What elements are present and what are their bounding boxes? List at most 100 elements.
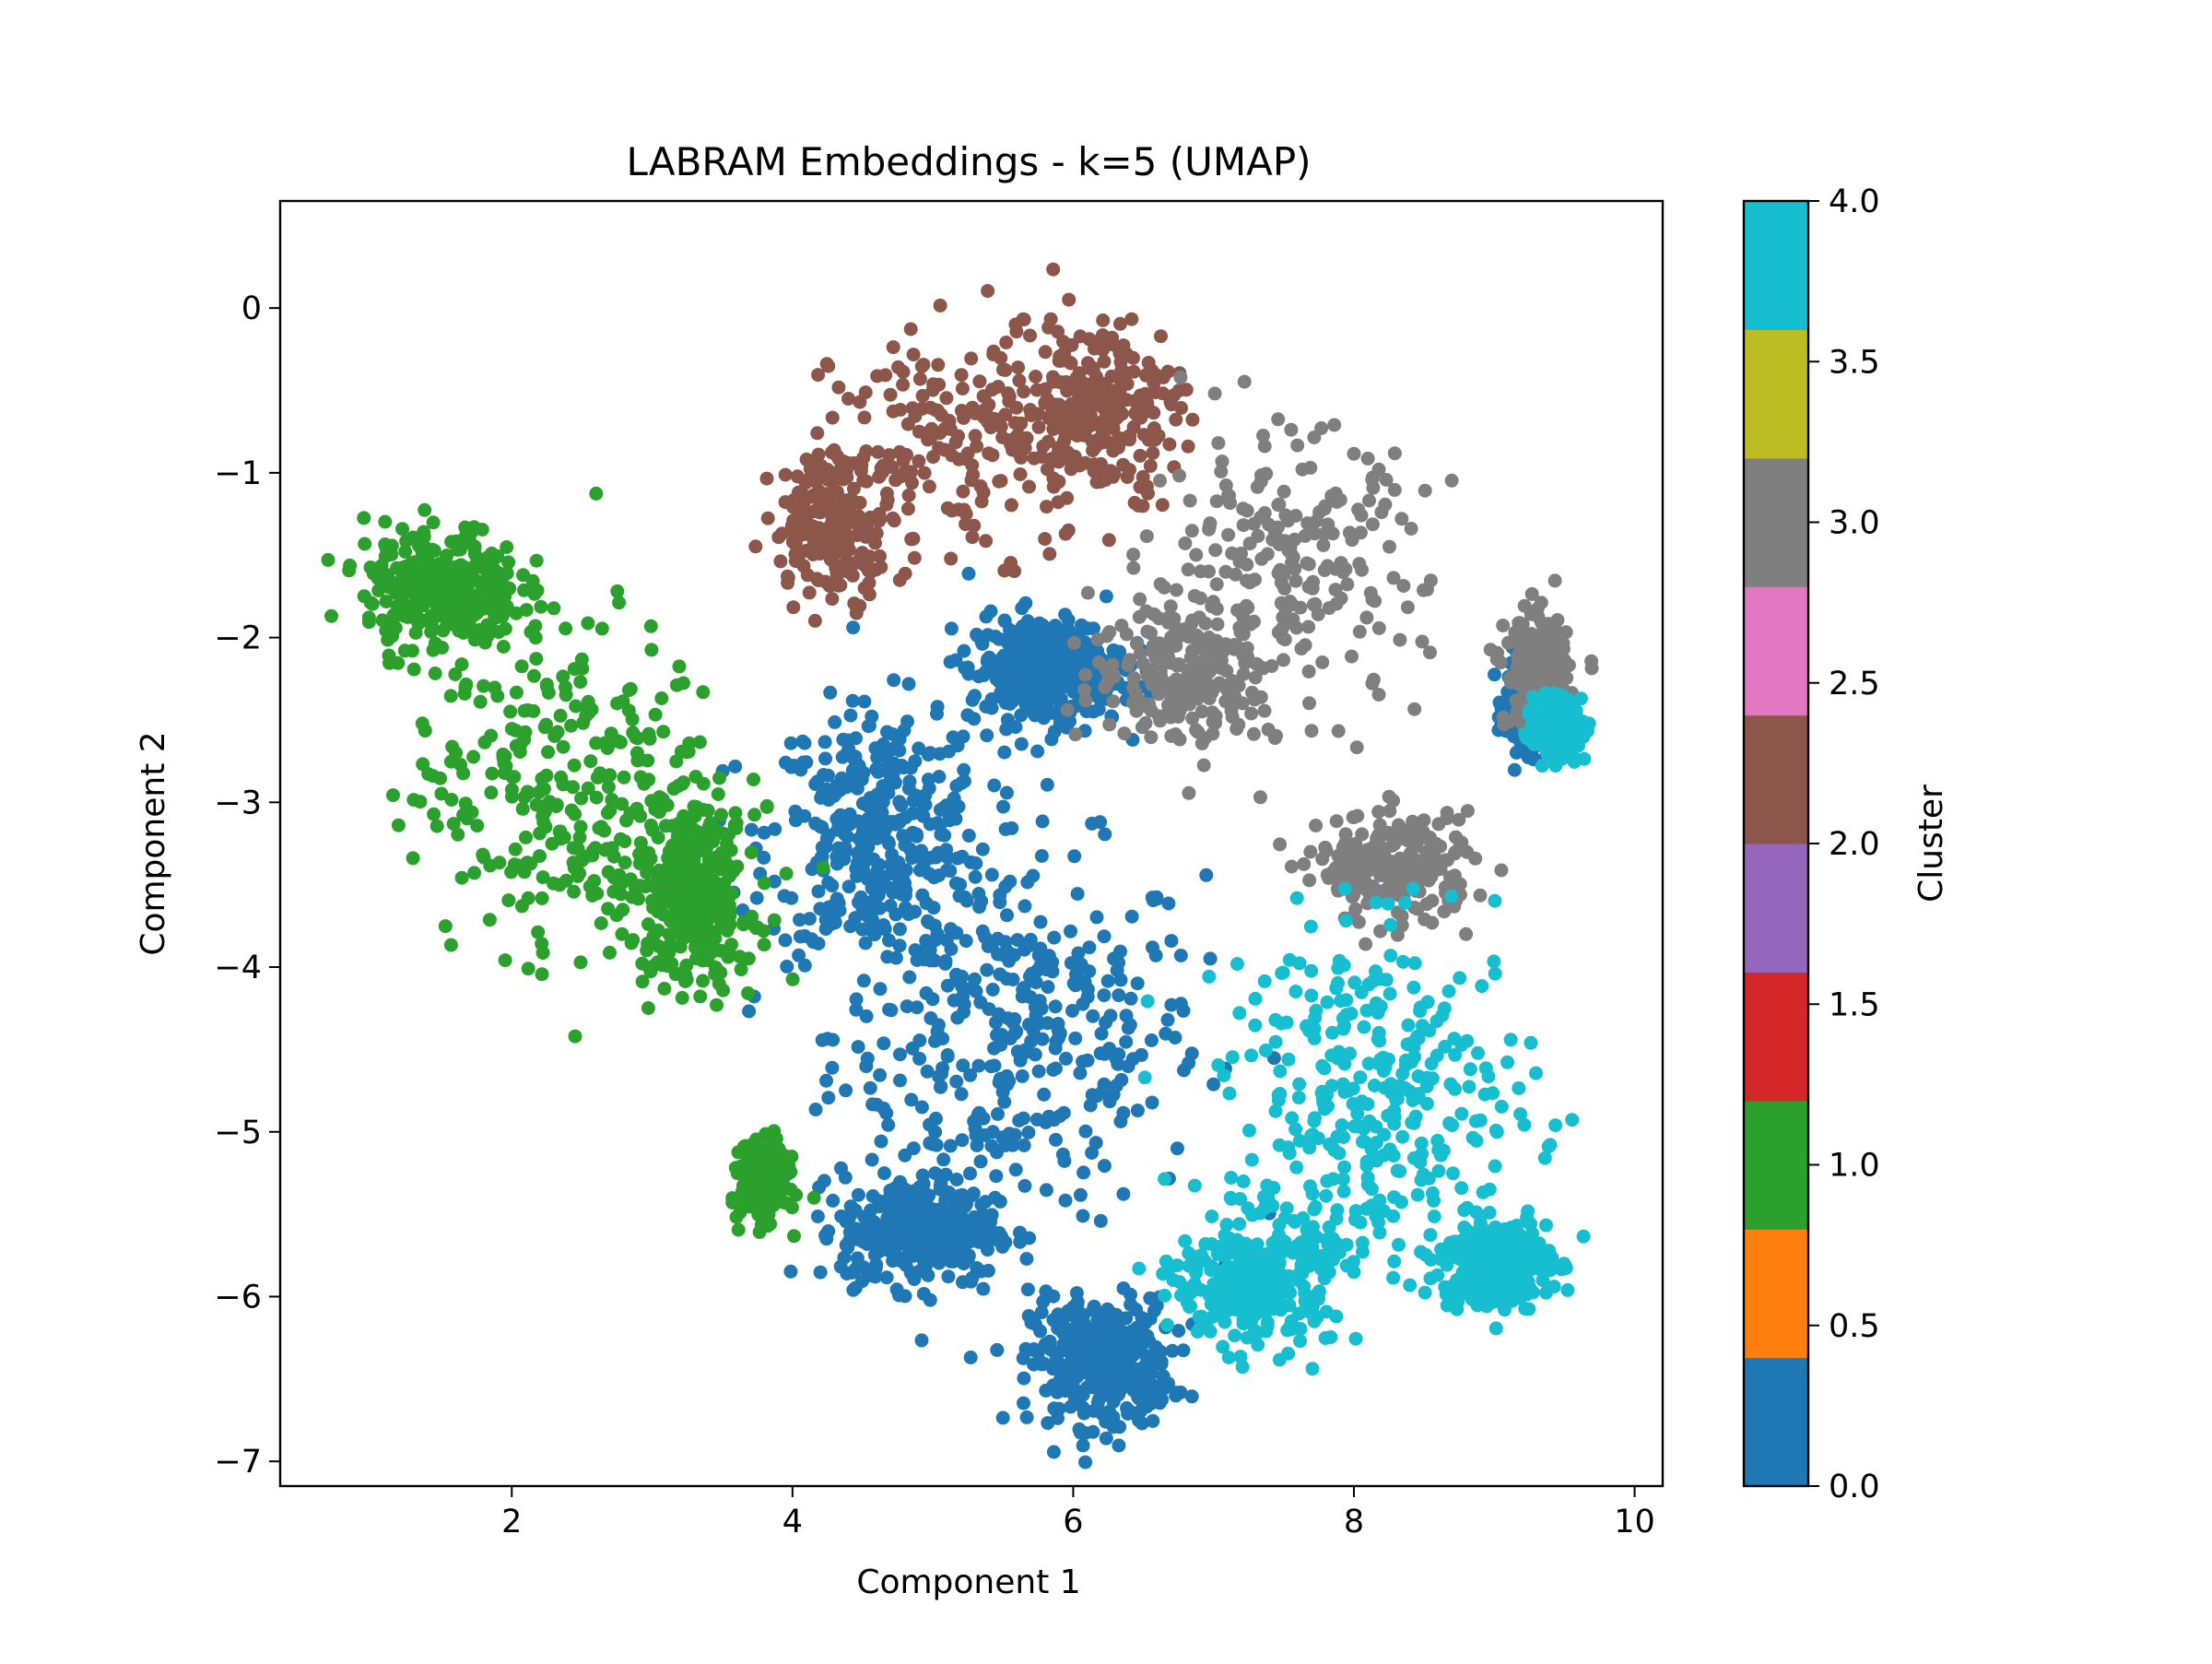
data-point <box>572 830 587 844</box>
data-point <box>1116 1186 1131 1201</box>
data-point <box>833 578 848 593</box>
data-point <box>614 887 629 902</box>
data-point <box>901 677 916 691</box>
data-point <box>832 564 847 579</box>
data-point <box>1046 262 1061 277</box>
data-point <box>600 741 615 755</box>
data-point <box>922 479 936 494</box>
data-point <box>1360 451 1375 466</box>
data-point <box>1440 811 1454 826</box>
data-point <box>914 359 929 373</box>
data-point <box>1002 1074 1017 1089</box>
data-point <box>850 868 865 883</box>
data-point <box>971 1234 986 1249</box>
data-point <box>1400 600 1415 615</box>
data-point <box>1271 412 1286 427</box>
data-point <box>901 488 916 502</box>
data-point <box>1041 1016 1054 1031</box>
data-point <box>437 596 452 611</box>
data-point <box>1062 292 1077 307</box>
data-point <box>519 603 534 618</box>
data-point <box>817 1174 831 1188</box>
data-point <box>456 766 471 781</box>
data-point <box>928 1033 942 1048</box>
data-point <box>1199 661 1214 676</box>
data-point <box>566 856 581 870</box>
data-point <box>1064 1399 1078 1414</box>
data-point <box>1066 635 1081 650</box>
data-point <box>498 953 512 968</box>
data-point <box>954 368 969 383</box>
data-point <box>1097 988 1112 1003</box>
data-point <box>1016 619 1030 633</box>
data-point <box>629 746 644 761</box>
data-point <box>482 913 497 927</box>
data-point <box>600 806 615 820</box>
data-point <box>1072 1422 1087 1436</box>
data-point <box>797 958 812 973</box>
data-point <box>990 670 1005 685</box>
data-point <box>441 617 456 631</box>
data-point <box>604 726 618 741</box>
data-point <box>844 778 859 793</box>
data-point <box>1108 413 1122 427</box>
data-point <box>932 868 946 883</box>
data-point <box>949 1074 964 1089</box>
data-point <box>981 284 995 299</box>
data-point <box>1195 640 1210 655</box>
data-point <box>1058 430 1073 444</box>
data-point <box>628 879 642 894</box>
data-point <box>1000 713 1015 727</box>
data-point <box>378 514 393 529</box>
data-point <box>590 886 605 901</box>
data-point <box>457 590 471 604</box>
data-point <box>1351 502 1366 517</box>
data-point <box>1126 364 1141 379</box>
data-point <box>840 830 854 844</box>
data-point <box>935 1066 949 1080</box>
data-point <box>1111 1316 1125 1330</box>
data-point <box>622 683 636 698</box>
data-point <box>1039 642 1053 656</box>
data-point <box>1164 997 1179 1012</box>
data-point <box>1103 468 1118 483</box>
data-point <box>918 1228 933 1243</box>
data-point <box>1247 572 1262 587</box>
data-point <box>917 466 932 480</box>
data-point <box>900 714 914 729</box>
data-point <box>985 383 999 397</box>
data-point <box>1507 762 1522 777</box>
data-point <box>1041 980 1055 995</box>
data-point <box>748 539 763 554</box>
data-point <box>1024 1316 1039 1330</box>
data-point <box>1012 1114 1027 1127</box>
data-point <box>868 741 883 756</box>
data-point <box>989 1169 1004 1184</box>
data-point <box>1068 727 1083 742</box>
data-point <box>1163 695 1178 710</box>
data-point <box>845 568 860 583</box>
data-point <box>880 725 894 739</box>
data-point <box>931 358 946 372</box>
data-point <box>1297 856 1312 871</box>
data-point <box>871 888 886 903</box>
data-point <box>1055 1147 1070 1162</box>
data-point <box>936 1152 951 1167</box>
data-point <box>858 385 873 400</box>
data-point <box>675 990 689 1005</box>
data-point <box>678 974 692 988</box>
data-point <box>971 1105 986 1120</box>
data-point <box>905 1215 920 1230</box>
data-point <box>382 655 396 670</box>
data-point <box>661 851 676 866</box>
data-point <box>1371 688 1386 702</box>
data-point <box>1147 670 1161 685</box>
data-point <box>1091 1392 1106 1407</box>
data-point <box>1160 1012 1175 1027</box>
data-point <box>961 566 976 581</box>
data-point <box>479 573 493 588</box>
data-point <box>1082 964 1097 979</box>
data-point <box>882 933 896 948</box>
data-point <box>418 502 432 517</box>
data-point <box>1057 1343 1072 1358</box>
